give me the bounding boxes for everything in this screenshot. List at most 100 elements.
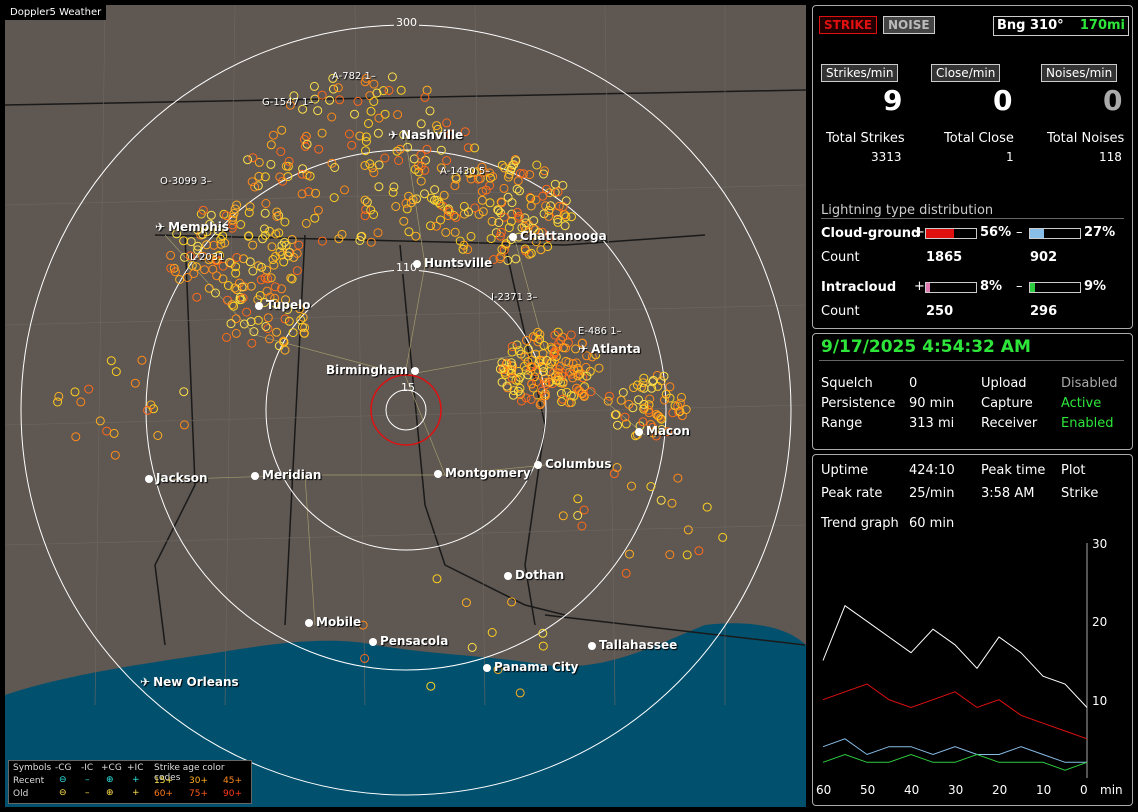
strike-marker-icon [648, 422, 658, 432]
strike-marker-icon [269, 260, 279, 270]
peak-time-label: Peak time [981, 463, 1046, 478]
plot-value[interactable]: Strike [1061, 486, 1099, 501]
strike-marker-icon [553, 217, 563, 227]
total-close-value: 1 [1006, 150, 1014, 164]
strike-marker-icon [436, 215, 445, 225]
strike-marker-icon [443, 205, 453, 215]
strike-marker-icon [553, 327, 563, 337]
intracloud-label: Intracloud [821, 280, 897, 295]
strike-marker-icon [488, 172, 498, 181]
total-strikes-label: Total Strikes [826, 131, 905, 146]
strike-marker-icon [374, 182, 384, 192]
strike-marker-icon [253, 181, 263, 191]
noise-mode-button[interactable]: NOISE [883, 16, 935, 34]
strike-marker-icon [175, 275, 185, 284]
city-mobile[interactable]: Mobile [305, 615, 361, 629]
strike-marker-icon [208, 264, 218, 274]
strike-marker-icon [577, 521, 587, 531]
strike-marker-icon [272, 212, 282, 221]
city-meridian[interactable]: Meridian [251, 468, 321, 482]
road-label: E-486 1– [578, 326, 622, 337]
strike-marker-icon [185, 251, 195, 261]
strike-marker-icon [245, 202, 255, 212]
city-huntsville[interactable]: Huntsville [413, 256, 492, 270]
strike-marker-icon [439, 190, 449, 200]
strike-marker-icon [260, 172, 270, 182]
strike-marker-icon [245, 257, 255, 267]
strike-marker-icon [425, 106, 435, 116]
peak-time-value: 3:58 AM [981, 486, 1035, 501]
strike-marker-icon [683, 525, 693, 535]
strike-marker-icon [512, 207, 522, 217]
city-pensacola[interactable]: Pensacola [369, 634, 448, 648]
strike-marker-icon [355, 236, 365, 245]
city-jackson[interactable]: Jackson [145, 471, 208, 485]
city-tallahassee[interactable]: Tallahassee [588, 638, 677, 652]
receiver-value: Enabled [1061, 416, 1114, 431]
ic-plus-count: 250 [926, 304, 954, 319]
cg-minus-percent: 27% [1084, 225, 1116, 240]
lightning-map[interactable]: Doppler5 Weather 300 110 15 A-782 1– G-1… [5, 5, 806, 807]
strike-marker-icon [539, 169, 549, 179]
strike-marker-icon [473, 174, 483, 184]
strike-marker-icon [284, 316, 294, 326]
strike-marker-icon [149, 404, 158, 414]
strike-marker-icon [651, 431, 661, 441]
strike-marker-icon [525, 170, 535, 180]
strike-marker-icon [314, 144, 324, 154]
city-columbus[interactable]: Columbus [534, 457, 612, 471]
strike-marker-icon [586, 387, 596, 397]
strike-marker-icon [539, 367, 548, 377]
y-tick-label: 30 [1092, 537, 1107, 551]
city-macon[interactable]: Macon [635, 424, 690, 438]
strike-marker-icon [229, 301, 239, 311]
airport-icon: ✈ [388, 128, 399, 142]
city-nashville[interactable]: ✈ Nashville [388, 128, 464, 142]
strike-marker-icon [380, 109, 390, 119]
city-montgomery[interactable]: Montgomery [434, 466, 531, 480]
strike-marker-icon [526, 362, 536, 372]
strike-marker-icon [344, 129, 354, 139]
strike-marker-icon [285, 100, 295, 110]
strike-marker-icon [286, 273, 296, 283]
capture-value: Active [1061, 396, 1102, 411]
strike-marker-icon [561, 196, 571, 206]
strike-marker-icon [522, 335, 531, 345]
trend-graph-label: Trend graph [821, 516, 899, 531]
city-tupelo[interactable]: Tupelo [255, 298, 311, 312]
strike-marker-icon [655, 413, 665, 423]
strike-marker-icon [270, 293, 280, 303]
strike-marker-icon [537, 386, 547, 396]
strike-marker-icon [304, 187, 314, 197]
city-panama-city[interactable]: Panama City [483, 660, 578, 674]
city-chattanooga[interactable]: Chattanooga [509, 229, 607, 243]
strike-marker-icon [230, 204, 240, 214]
city-new-orleans[interactable]: ✈ New Orleans [140, 675, 239, 689]
close-per-min-label[interactable]: Close/min [931, 64, 1001, 82]
strike-marker-icon [660, 395, 669, 405]
strike-marker-icon [366, 106, 376, 116]
strike-mode-button[interactable]: STRIKE [819, 16, 878, 34]
strike-marker-icon [485, 173, 495, 183]
strike-marker-icon [218, 231, 228, 241]
strike-marker-icon [499, 183, 509, 193]
strike-marker-icon [130, 378, 140, 388]
strike-marker-icon [213, 255, 223, 265]
city-birmingham[interactable]: Birmingham [326, 363, 422, 377]
strike-marker-icon [534, 228, 544, 238]
strike-marker-icon [567, 212, 576, 222]
strike-marker-icon [493, 205, 503, 215]
strike-marker-icon [272, 327, 282, 337]
city-atlanta[interactable]: ✈ Atlanta [578, 342, 641, 356]
legend-symbols-label: Symbols [13, 763, 52, 773]
strike-marker-icon [330, 163, 340, 172]
ic-minus-percent: 9% [1084, 279, 1107, 294]
strike-marker-icon [612, 463, 622, 472]
city-dothan[interactable]: Dothan [504, 568, 564, 582]
strike-marker-icon [198, 205, 208, 215]
strike-marker-icon [225, 258, 235, 267]
noises-per-min-label[interactable]: Noises/min [1041, 64, 1118, 82]
city-dot-icon [145, 474, 153, 483]
city-memphis[interactable]: ✈ Memphis [155, 220, 230, 234]
strikes-per-min-label[interactable]: Strikes/min [821, 64, 899, 82]
